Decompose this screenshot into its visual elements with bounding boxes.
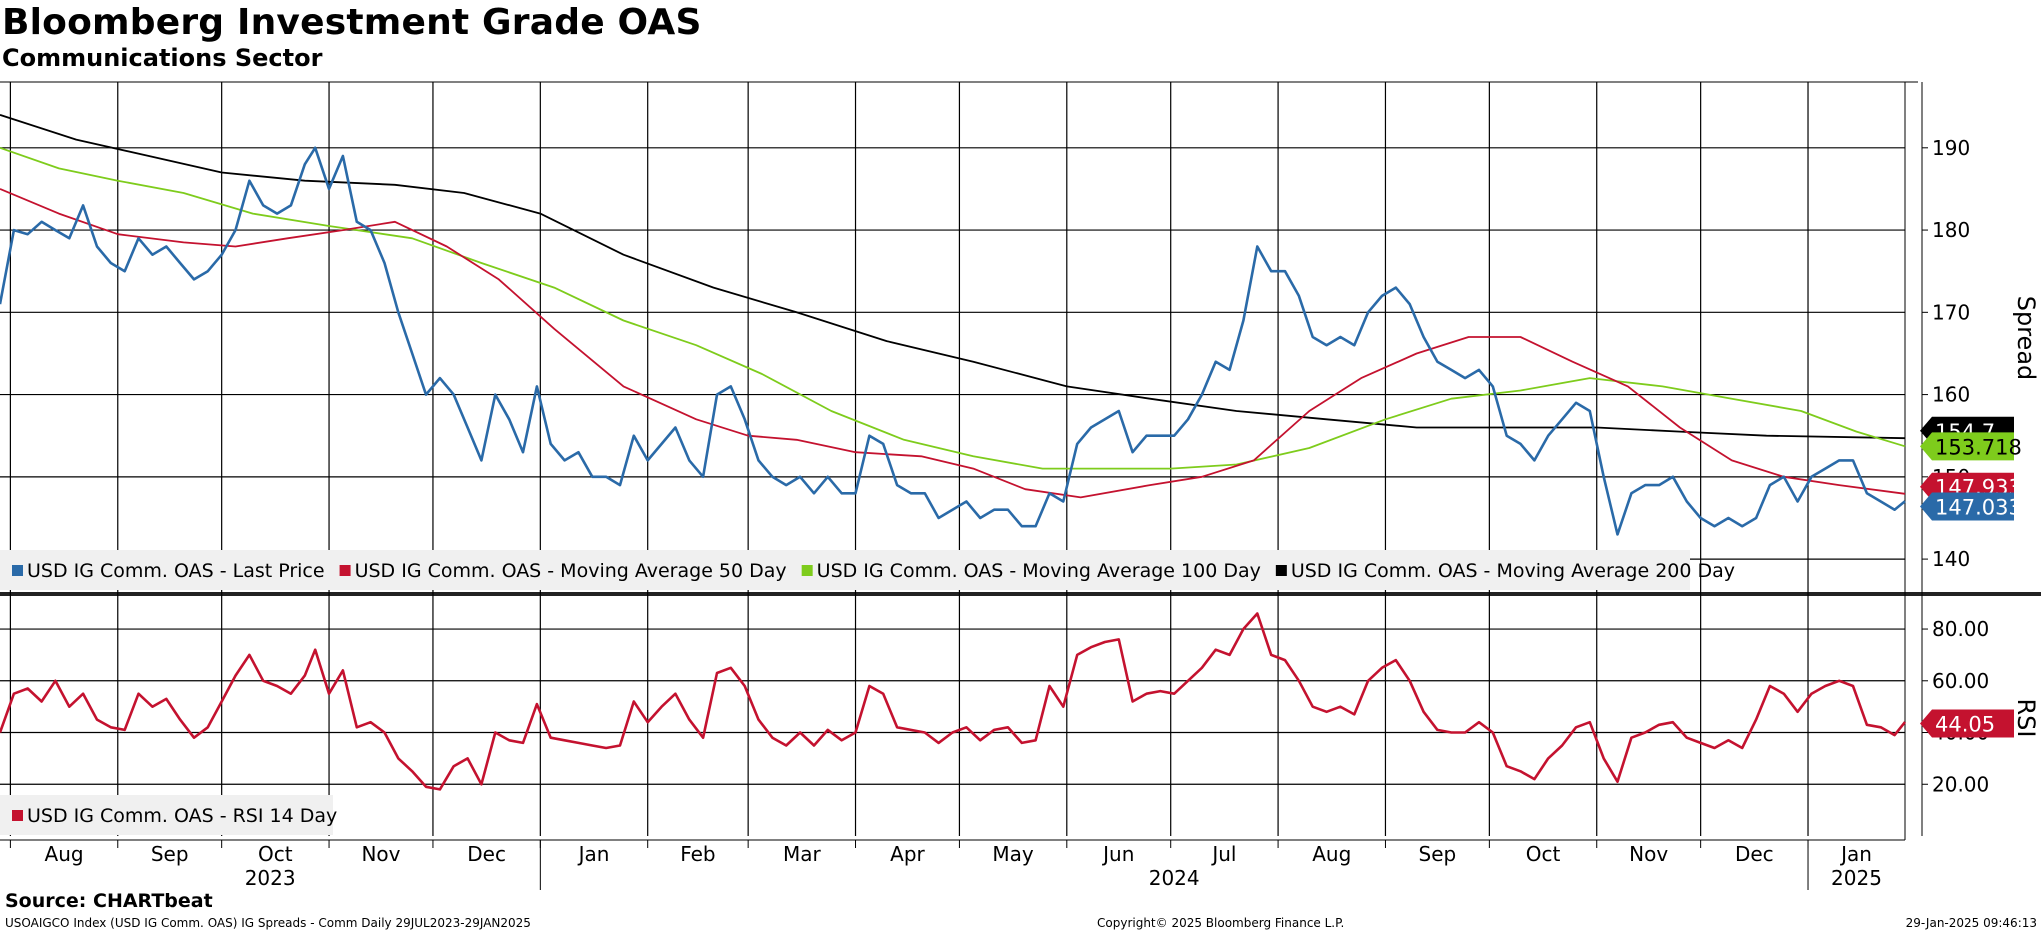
month-label: Dec <box>1735 842 1774 866</box>
copyright-note: Copyright© 2025 Bloomberg Finance L.P. <box>1097 916 1345 930</box>
month-label: Nov <box>361 842 400 866</box>
rsi-value-tag: 44.05 <box>1920 709 2014 738</box>
month-label: Mar <box>783 842 822 866</box>
month-label: Dec <box>467 842 506 866</box>
rsi-y-tick-label: 20.00 <box>1932 772 1989 796</box>
rsi-y-tick-label: 80.00 <box>1932 617 1989 641</box>
spread-y-tick-label: 180 <box>1932 218 1970 242</box>
legend-label: USD IG Comm. OAS - RSI 14 Day <box>27 805 337 827</box>
legend-swatch <box>1275 565 1287 576</box>
spread-y-tick-label: 190 <box>1932 136 1970 160</box>
month-label: Feb <box>680 842 715 866</box>
timestamp: 29-Jan-2025 09:46:13 <box>1905 916 2037 930</box>
chart-subtitle: Communications Sector <box>2 44 323 72</box>
last-price-value-tag-text: 147.033 <box>1935 495 2022 519</box>
month-label: Oct <box>258 842 293 866</box>
month-label: Jul <box>1210 842 1236 866</box>
source-note: Source: CHARTbeat <box>5 890 213 912</box>
index-description: USOAIGCO Index (USD IG Comm. OAS) IG Spr… <box>5 916 531 930</box>
year-label: 2024 <box>1149 866 1200 890</box>
legend-swatch <box>12 565 23 576</box>
rsi-value-tag-text: 44.05 <box>1935 712 1995 736</box>
rsi-value-tag-shape <box>1920 709 2014 738</box>
spread-legend: USD IG Comm. OAS - Last Price USD IG Comm… <box>0 550 1735 590</box>
legend-label: USD IG Comm. OAS - Moving Average 100 Da… <box>817 560 1261 582</box>
month-label: Apr <box>890 842 925 866</box>
rsi-legend-background <box>0 795 333 835</box>
month-label: May <box>992 842 1034 866</box>
legend-label: USD IG Comm. OAS - Moving Average 200 Da… <box>1291 560 1735 582</box>
spread-legend-background <box>0 550 1690 590</box>
last-price-line <box>0 146 1906 536</box>
month-label: Jan <box>1839 842 1872 866</box>
spread-y-tick-label: 170 <box>1932 300 1970 324</box>
rsi-y-tick-label: 60.00 <box>1932 669 1989 693</box>
chart-title: Bloomberg Investment Grade OAS <box>2 2 702 43</box>
legend-swatch <box>339 565 351 576</box>
legend-swatch <box>12 810 23 821</box>
last-price-value-tag-shape <box>1920 492 2014 521</box>
month-label: Aug <box>1312 842 1351 866</box>
rsi-line <box>0 612 1907 791</box>
spread-y-tick-label: 160 <box>1932 383 1970 407</box>
legend-swatch <box>801 565 813 576</box>
rsi-axis-title: RSI <box>2012 699 2040 738</box>
month-label: Oct <box>1526 842 1561 866</box>
month-label: Jun <box>1101 842 1134 866</box>
ma100-line <box>0 146 1906 470</box>
month-label: Aug <box>45 842 84 866</box>
ma50-line <box>0 188 1906 499</box>
legend-label: USD IG Comm. OAS - Last Price <box>27 560 325 582</box>
year-label: 2025 <box>1831 866 1882 890</box>
month-label: Sep <box>151 842 189 866</box>
month-label: Jan <box>577 842 610 866</box>
spread-y-tick-label: 140 <box>1932 547 1970 571</box>
ma200-line <box>0 114 1906 440</box>
ma100-value-tag: 153.718 <box>1920 432 2022 461</box>
spread-axis-title: Spread <box>2012 296 2040 381</box>
legend-label: USD IG Comm. OAS - Moving Average 50 Day <box>355 560 787 582</box>
rsi-legend: USD IG Comm. OAS - RSI 14 Day <box>0 795 337 835</box>
last-price-value-tag: 147.033 <box>1920 492 2022 521</box>
month-label: Nov <box>1629 842 1668 866</box>
month-label: Sep <box>1419 842 1457 866</box>
ma100-value-tag-text: 153.718 <box>1935 435 2022 459</box>
year-label: 2023 <box>245 866 296 890</box>
ma100-value-tag-shape <box>1920 432 2014 461</box>
